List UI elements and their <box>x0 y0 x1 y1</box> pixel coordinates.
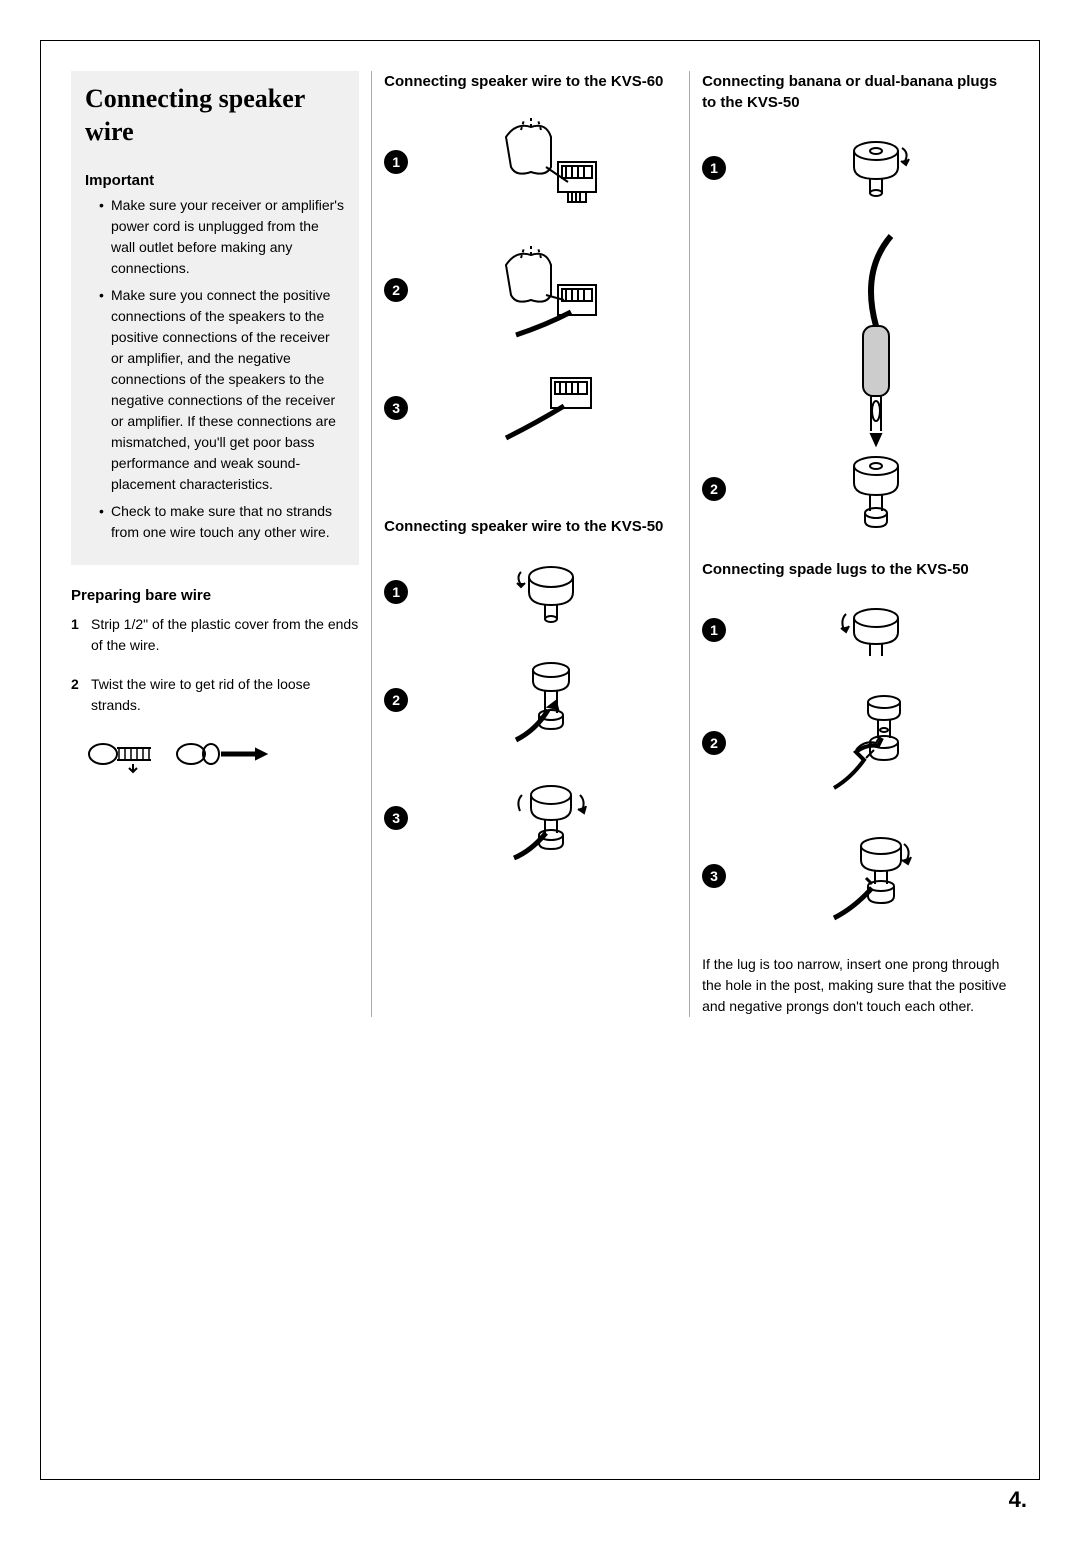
step-row: 3 <box>702 826 1009 926</box>
prepare-steps: 1Strip 1/2" of the plastic cover from th… <box>71 614 359 716</box>
spade-lug-footnote: If the lug is too narrow, insert one pro… <box>702 954 1009 1017</box>
important-bullets: Make sure your receiver or amplifier's p… <box>85 195 345 543</box>
bullet-item: Check to make sure that no strands from … <box>99 501 345 543</box>
list-item: 1Strip 1/2" of the plastic cover from th… <box>71 614 359 656</box>
step-row: 2 <box>384 655 677 745</box>
column-2: Connecting speaker wire to the KVS-60 1 <box>371 71 690 1017</box>
manual-page: Connecting speaker wire Important Make s… <box>40 40 1040 1480</box>
binding-post-insert-wire-icon <box>424 655 677 745</box>
bullet-item: Make sure your receiver or amplifier's p… <box>99 195 345 279</box>
step-text: Strip 1/2" of the plastic cover from the… <box>91 614 359 656</box>
step-badge: 2 <box>384 688 408 712</box>
spade-lug-tighten-icon <box>742 826 1009 926</box>
important-heading: Important <box>85 172 345 189</box>
step-row: 2 <box>702 688 1009 798</box>
step-row: 3 <box>384 368 677 448</box>
step-row: 2 <box>702 231 1009 531</box>
three-col-layout: Connecting speaker wire Important Make s… <box>71 71 1009 1017</box>
step-badge: 2 <box>384 278 408 302</box>
wire-twist-icon <box>71 734 271 774</box>
kvs60-wire-heading: Connecting speaker wire to the KVS-60 <box>384 71 677 92</box>
step-badge: 1 <box>384 150 408 174</box>
step-number: 1 <box>71 614 91 656</box>
list-item: 2Twist the wire to get rid of the loose … <box>71 674 359 716</box>
step-row: 3 <box>384 773 677 863</box>
step-number: 2 <box>71 674 91 716</box>
main-title: Connecting speaker wire <box>71 71 359 162</box>
hand-press-terminal-icon <box>424 112 677 212</box>
step-row: 1 <box>702 133 1009 203</box>
spade-lug-insert-icon <box>742 688 1009 798</box>
step-badge: 2 <box>702 731 726 755</box>
binding-post-tighten-icon <box>424 773 677 863</box>
step-row: 1 <box>384 557 677 627</box>
binding-post-top-icon <box>742 133 1009 203</box>
binding-post-unscrew-icon <box>424 557 677 627</box>
step-badge: 3 <box>384 806 408 830</box>
prepare-heading: Preparing bare wire <box>71 587 359 604</box>
column-3: Connecting banana or dual-banana plugs t… <box>690 71 1009 1017</box>
important-box: Important Make sure your receiver or amp… <box>71 162 359 565</box>
step-badge: 3 <box>702 864 726 888</box>
step-badge: 1 <box>384 580 408 604</box>
bullet-item: Make sure you connect the positive conne… <box>99 285 345 495</box>
banana-plug-heading: Connecting banana or dual-banana plugs t… <box>702 71 1009 113</box>
step-row: 1 <box>384 112 677 212</box>
kvs50-wire-heading: Connecting speaker wire to the KVS-50 <box>384 516 677 537</box>
spade-lug-heading: Connecting spade lugs to the KVS-50 <box>702 559 1009 580</box>
column-1: Connecting speaker wire Important Make s… <box>71 71 371 1017</box>
step-badge: 1 <box>702 618 726 642</box>
step-text: Twist the wire to get rid of the loose s… <box>91 674 359 716</box>
step-row: 1 <box>702 600 1009 660</box>
banana-plug-insert-icon <box>742 231 1009 531</box>
step-badge: 2 <box>702 477 726 501</box>
step-badge: 3 <box>384 396 408 420</box>
page-number: 4. <box>1009 1487 1027 1513</box>
step-badge: 1 <box>702 156 726 180</box>
wire-connected-terminal-icon <box>424 368 677 448</box>
binding-post-loosen-icon <box>742 600 1009 660</box>
step-row: 2 <box>384 240 677 340</box>
hand-insert-wire-icon <box>424 240 677 340</box>
